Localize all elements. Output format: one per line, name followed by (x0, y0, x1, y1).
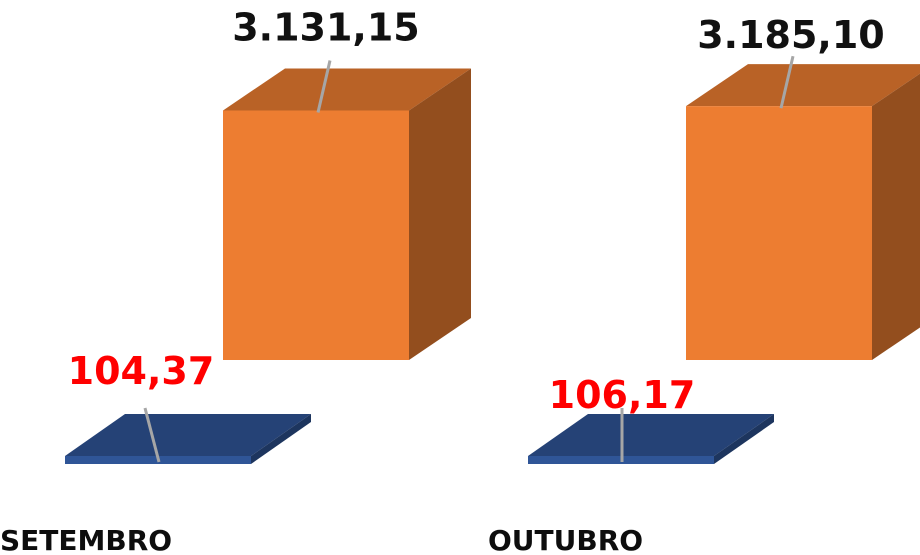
bar-orange-1 (223, 68, 471, 360)
bar-orange-2-top-face (686, 64, 920, 107)
bar-blue-1-side-face (251, 414, 311, 464)
leader-lines-layer (143, 55, 795, 463)
bar-orange-1-top-face (223, 68, 471, 111)
bar-blue-1-top-face (65, 414, 311, 456)
leader-line-orange-2 (779, 55, 795, 109)
category-label-2: OUTUBRO (488, 524, 643, 555)
bars-layer (65, 64, 920, 464)
bar-blue-1 (65, 414, 311, 464)
bar-orange-1-front-face (223, 110, 409, 360)
data-label-orange-2: 3.185,10 (697, 13, 885, 57)
leader-line-orange-1 (316, 60, 332, 113)
bar-blue-2-side-face (714, 414, 774, 464)
data-label-orange-1: 3.131,15 (232, 5, 420, 49)
leader-line-blue-1 (143, 407, 161, 463)
bar-orange-2-side-face (872, 73, 920, 360)
bar-orange-2 (686, 64, 920, 360)
bar-blue-2-top-face (528, 414, 774, 456)
bar-orange-1-side-face (409, 68, 471, 360)
bar-orange-2-front-face (686, 106, 872, 360)
data-label-blue-1: 104,37 (68, 349, 215, 393)
data-label-blue-2: 106,17 (549, 373, 696, 417)
category-label-1: SETEMBRO (0, 524, 172, 555)
category-labels-layer: SETEMBRO OUTUBRO (0, 524, 643, 555)
bar-blue-2 (528, 414, 774, 464)
data-labels-layer: 3.131,15 104,37 3.185,10 106,17 (68, 5, 885, 417)
